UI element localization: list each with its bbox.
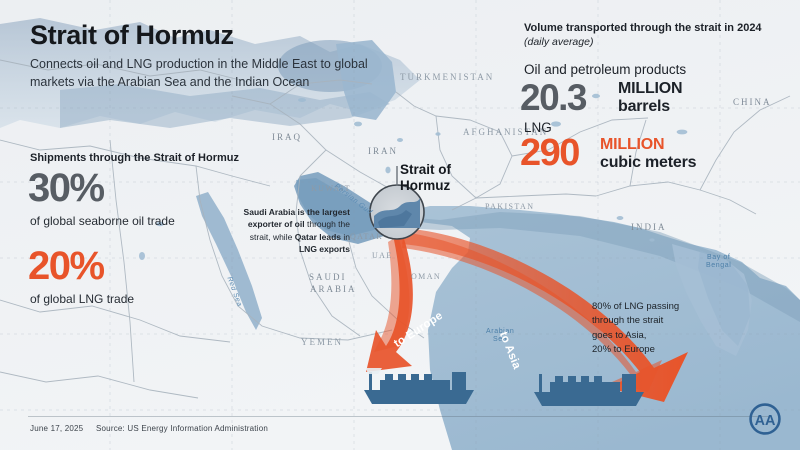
map-label-china: CHINA	[733, 97, 772, 107]
map-label-arabia: ARABIA	[310, 284, 357, 294]
map-label-iraq: IRAQ	[272, 132, 302, 142]
asia-note-line4: 20% to Europe	[592, 343, 655, 355]
ship-asia	[534, 374, 644, 406]
lng-volume-unit-top: MILLION	[600, 136, 665, 153]
center-note-line3-bold: Qatar leads	[294, 231, 341, 242]
map-label-afghanistan: AFGHANISTAN	[463, 127, 549, 137]
left-panel-heading: Shipments through the Strait of Hormuz	[30, 152, 239, 164]
right-panel-heading: Volume transported through the strait in…	[524, 22, 762, 34]
stat-oil-share-caption: of global seaborne oil trade	[30, 214, 175, 228]
page-subtitle: Connects oil and LNG production in the M…	[30, 57, 368, 90]
page-title: Strait of Hormuz	[30, 20, 234, 50]
svg-text:AA: AA	[755, 413, 776, 429]
asia-note-line3: goes to Asia,	[592, 329, 647, 341]
center-note-line3-tail: in	[343, 231, 350, 242]
map-label-iran: IRAN	[368, 146, 398, 156]
lng-volume-label: LNG	[524, 120, 552, 135]
center-note-line2-bold: exporter of oil	[247, 219, 305, 230]
ship-europe	[364, 372, 474, 404]
aa-logo: AA	[749, 403, 781, 435]
lng-volume-unit-bottom: cubic meters	[600, 154, 697, 171]
asia-note-line2: through the strait	[592, 315, 664, 327]
map-label-oman: OMAN	[411, 272, 442, 281]
center-note-line4: LNG exports	[298, 243, 350, 254]
right-panel-subheading: (daily average)	[524, 36, 594, 48]
map-label-kuwait: KUWAIT	[311, 184, 351, 193]
map-label-pakistan: PAKISTAN	[485, 202, 535, 211]
center-note-line2-rest: through the	[306, 219, 350, 230]
map-label-saudi: SAUDI	[309, 272, 347, 282]
strait-callout: Strait of Hormuz	[400, 162, 451, 193]
sea-label-bay-of-bengal: Bay of Bengal	[706, 254, 732, 270]
footer-source: Source: US Energy Information Administra…	[96, 424, 268, 433]
center-note: Saudi Arabia is the largest exporter of …	[198, 206, 350, 255]
center-note-line3-rest: strait, while	[249, 231, 293, 242]
stat-lng-share-caption: of global LNG trade	[30, 292, 135, 306]
map-label-yemen: YEMEN	[301, 337, 343, 347]
sea-label-arabian-sea: Arabian Sea	[486, 328, 515, 344]
strait-callout-line2: Hormuz	[400, 177, 451, 193]
oil-volume-label: Oil and petroleum products	[524, 62, 687, 77]
map-label-turkmenistan: TURKMENISTAN	[400, 72, 495, 82]
strait-callout-line1: Strait of	[400, 162, 452, 177]
footer-divider	[28, 416, 772, 417]
asia-note: 80% of LNG passing through the strait go…	[592, 300, 679, 357]
asia-note-line1: 80% of LNG passing	[592, 301, 680, 312]
oil-volume-value: 20.3	[520, 77, 588, 118]
stat-lng-share-value: 20%	[28, 244, 105, 288]
lng-volume-value: 290	[520, 132, 580, 174]
stat-oil-share-value: 30%	[28, 166, 105, 210]
map-label-qatar: QATAR	[350, 232, 384, 241]
oil-volume-unit-top: MILLION	[618, 80, 683, 97]
center-note-line1: Saudi Arabia is the largest	[243, 207, 350, 217]
oil-volume-unit-bottom: barrels	[618, 98, 670, 115]
footer-date: June 17, 2025	[30, 424, 84, 433]
map-label-uae: UAE	[372, 251, 393, 260]
map-label-india: INDIA	[631, 222, 667, 232]
